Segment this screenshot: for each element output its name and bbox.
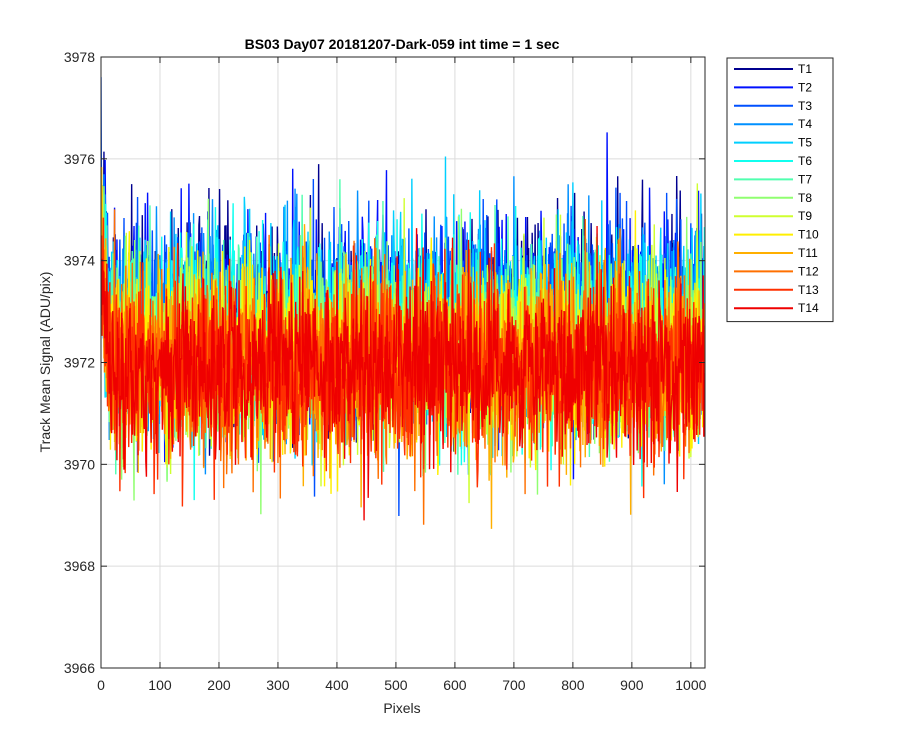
x-tick-label: 100	[148, 677, 172, 693]
y-tick-label: 3978	[64, 49, 95, 65]
y-axis-label: Track Mean Signal (ADU/pix)	[37, 272, 53, 453]
chart-title: BS03 Day07 20181207-Dark-059 int time = …	[245, 36, 560, 52]
legend-label-t13: T13	[798, 283, 819, 297]
x-tick-label: 200	[207, 677, 231, 693]
x-tick-label: 400	[325, 677, 349, 693]
y-tick-label: 3972	[64, 355, 95, 371]
y-tick-label: 3966	[64, 660, 95, 676]
x-tick-label: 300	[266, 677, 290, 693]
x-tick-label: 1000	[675, 677, 706, 693]
x-tick-label: 0	[97, 677, 105, 693]
legend-label-t12: T12	[798, 264, 819, 278]
plot-area: 0 100 200 300 400 500 600 700 800 900 1000 3966 3968…	[64, 49, 707, 693]
y-tick-label: 3976	[64, 151, 95, 167]
legend-label-t4: T4	[798, 117, 812, 131]
legend-box	[726, 57, 834, 323]
y-tick-label: 3968	[64, 558, 95, 574]
x-tick-label: 800	[561, 677, 585, 693]
legend-label-t2: T2	[798, 80, 812, 94]
y-tick-label: 3974	[64, 253, 95, 269]
x-axis-label: Pixels	[383, 700, 420, 716]
series-line-t14	[101, 225, 705, 521]
legend-label-t3: T3	[798, 99, 812, 113]
legend-label-t9: T9	[798, 209, 812, 223]
legend: T1 T2 T3 T4 T5 T6 T7 T8 T9 T10 T11 T12 T13 T14	[726, 57, 834, 323]
x-tick-label: 700	[502, 677, 526, 693]
x-tick-label: 600	[443, 677, 467, 693]
legend-label-t14: T14	[798, 301, 819, 315]
legend-label-t1: T1	[798, 62, 812, 76]
legend-label-t7: T7	[798, 172, 812, 186]
legend-label-t10: T10	[798, 228, 819, 242]
x-tick-label: 500	[384, 677, 408, 693]
y-tick-label: 3970	[64, 456, 95, 472]
legend-label-t11: T11	[798, 246, 818, 260]
legend-label-t6: T6	[798, 154, 812, 168]
legend-label-t5: T5	[798, 136, 812, 150]
legend-label-t8: T8	[798, 191, 812, 205]
x-tick-label: 900	[620, 677, 644, 693]
series-lines	[101, 77, 705, 529]
